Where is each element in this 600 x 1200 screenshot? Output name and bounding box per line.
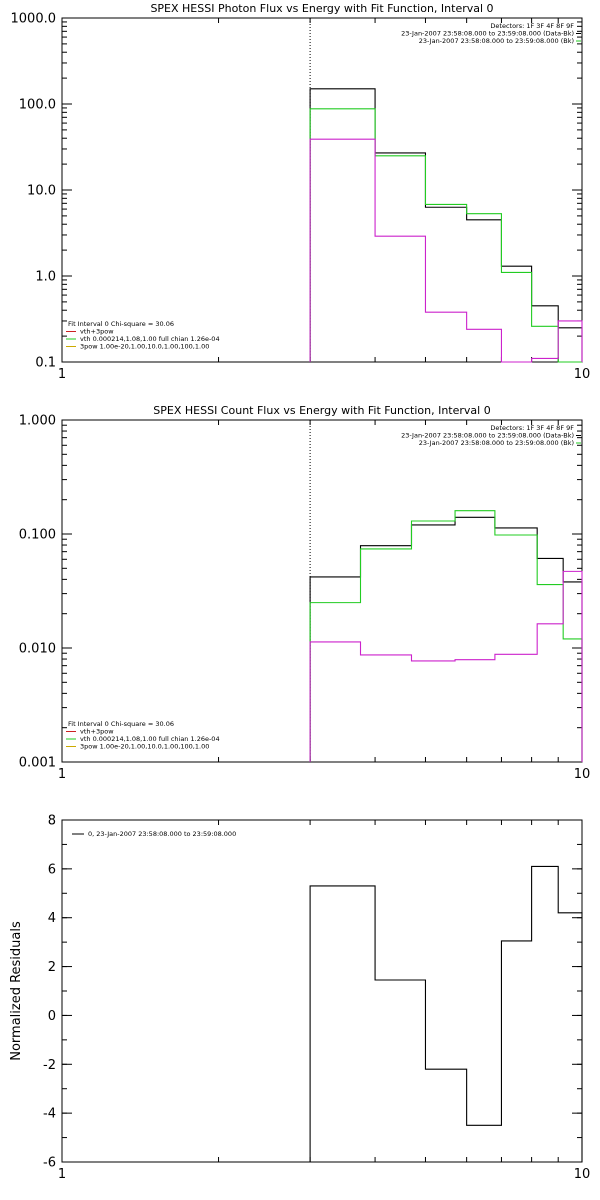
panel-2: SPEX HESSI Count Flux vs Energy with Fit…: [19, 404, 590, 782]
y-tick-label: 100.0: [19, 98, 56, 113]
x-tick-label: 1: [58, 1167, 66, 1182]
y-tick-label: 1000.0: [11, 12, 57, 27]
y-tick-label: 0: [48, 1009, 56, 1024]
series-2-steps: [309, 510, 583, 762]
y-tick-label: 4: [48, 911, 56, 926]
series-2-steps: [309, 108, 582, 363]
info-line: 23-Jan-2007 23:58:08.000 to 23:59:08.000…: [401, 30, 574, 38]
series-1-steps: [309, 865, 583, 1162]
y-tick-label: 6: [48, 862, 56, 877]
y-tick-label: -2: [43, 1058, 56, 1073]
legend-line: vth 0.000214,1.08,1.00 full chian 1.26e-…: [80, 735, 220, 743]
legend-line: vth+3pow: [80, 728, 114, 736]
plot-frame: [61, 17, 583, 363]
legend-line: 3pow 1.00e-20,1.00,10.0,1.00,100,1.00: [80, 343, 209, 351]
y-tick-label: 0.100: [19, 528, 56, 543]
x-tick-label: 10: [574, 367, 591, 382]
legend-line: Fit Interval 0 Chi-square = 30.06: [68, 320, 174, 328]
x-tick-label: 10: [574, 767, 591, 782]
legend-line: vth 0.000214,1.08,1.00 full chian 1.26e-…: [80, 335, 220, 343]
legend-line: 3pow 1.00e-20,1.00,10.0,1.00,100,1.00: [80, 743, 209, 751]
chart-title: SPEX HESSI Count Flux vs Energy with Fit…: [153, 404, 490, 417]
plot-frame: [61, 419, 583, 763]
series-3-steps: [309, 570, 583, 762]
info-line: Detectors: 1F 3F 4F 8F 9F: [490, 22, 574, 30]
x-tick-label: 1: [58, 767, 66, 782]
series-3-steps: [309, 138, 583, 363]
series-1-steps: [309, 88, 583, 362]
series-1-steps: [309, 516, 583, 762]
y-tick-label: 10.0: [27, 184, 56, 199]
chart-title: SPEX HESSI Photon Flux vs Energy with Fi…: [150, 2, 493, 15]
legend-line: Fit Interval 0 Chi-square = 30.06: [68, 720, 174, 728]
x-tick-label: 1: [58, 367, 66, 382]
y-tick-label: 1.000: [19, 414, 56, 429]
plot-frame: [61, 819, 583, 1163]
y-tick-label: 0.001: [19, 756, 56, 771]
panel-3: 1 10 -6 -4 -2 0 2 4 6 8 Normalized Residuals 0, 23-…: [9, 814, 590, 1183]
info-line: Detectors: 1F 3F 4F 8F 9F: [490, 424, 574, 432]
legend-line: 0, 23-Jan-2007 23:58:08.000 to 23:59:08.…: [88, 830, 236, 838]
y-tick-label: 2: [48, 960, 56, 975]
y-tick-label: 0.1: [35, 356, 56, 371]
y-tick-label: 1.0: [35, 270, 56, 285]
info-line: 23-Jan-2007 23:58:08.000 to 23:59:08.000…: [419, 439, 574, 447]
y-tick-label: 8: [48, 814, 56, 829]
info-line: 23-Jan-2007 23:58:08.000 to 23:59:08.000…: [419, 37, 574, 45]
y-axis-label: Normalized Residuals: [9, 921, 24, 1061]
y-tick-label: -6: [43, 1156, 56, 1171]
legend-line: vth+3pow: [80, 328, 114, 336]
info-line: 23-Jan-2007 23:58:08.000 to 23:59:08.000…: [401, 432, 574, 440]
panel-1: SPEX HESSI Photon Flux vs Energy with Fi…: [11, 2, 591, 382]
y-tick-label: 0.010: [19, 642, 56, 657]
x-tick-label: 10: [574, 1167, 591, 1182]
y-tick-label: -4: [43, 1107, 56, 1122]
